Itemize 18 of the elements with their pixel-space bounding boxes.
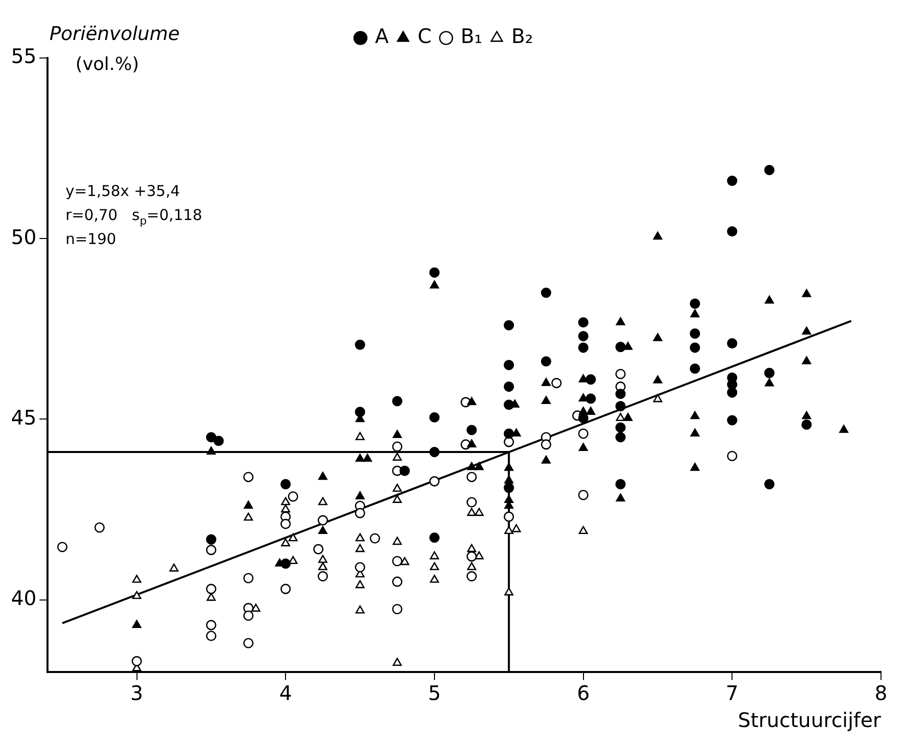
legend-label: C (418, 24, 432, 48)
x-axis-title: Structuurcijfer (738, 708, 882, 732)
y-tick-label: 40 (10, 586, 36, 610)
y-tick-label: 55 (10, 44, 36, 68)
annotation: y=1,58x +35,4 (65, 182, 180, 200)
y-tick-label: 45 (10, 405, 36, 430)
legend-label: A (374, 24, 389, 48)
x-tick-label: 5 (428, 681, 441, 706)
x-tick-label: 4 (279, 681, 292, 706)
x-tick-label: 3 (130, 681, 144, 706)
legend-label: B₁ (460, 24, 482, 48)
x-tick-label: 8 (874, 681, 888, 706)
x-tick-label: 7 (726, 681, 739, 706)
legend-label: B₂ (511, 24, 534, 48)
y-tick-label: 50 (10, 224, 36, 249)
annotation: n=190 (65, 230, 116, 248)
x-tick-label: 6 (576, 681, 590, 706)
y-axis-title: Poriënvolume (vol.%) (49, 23, 180, 75)
